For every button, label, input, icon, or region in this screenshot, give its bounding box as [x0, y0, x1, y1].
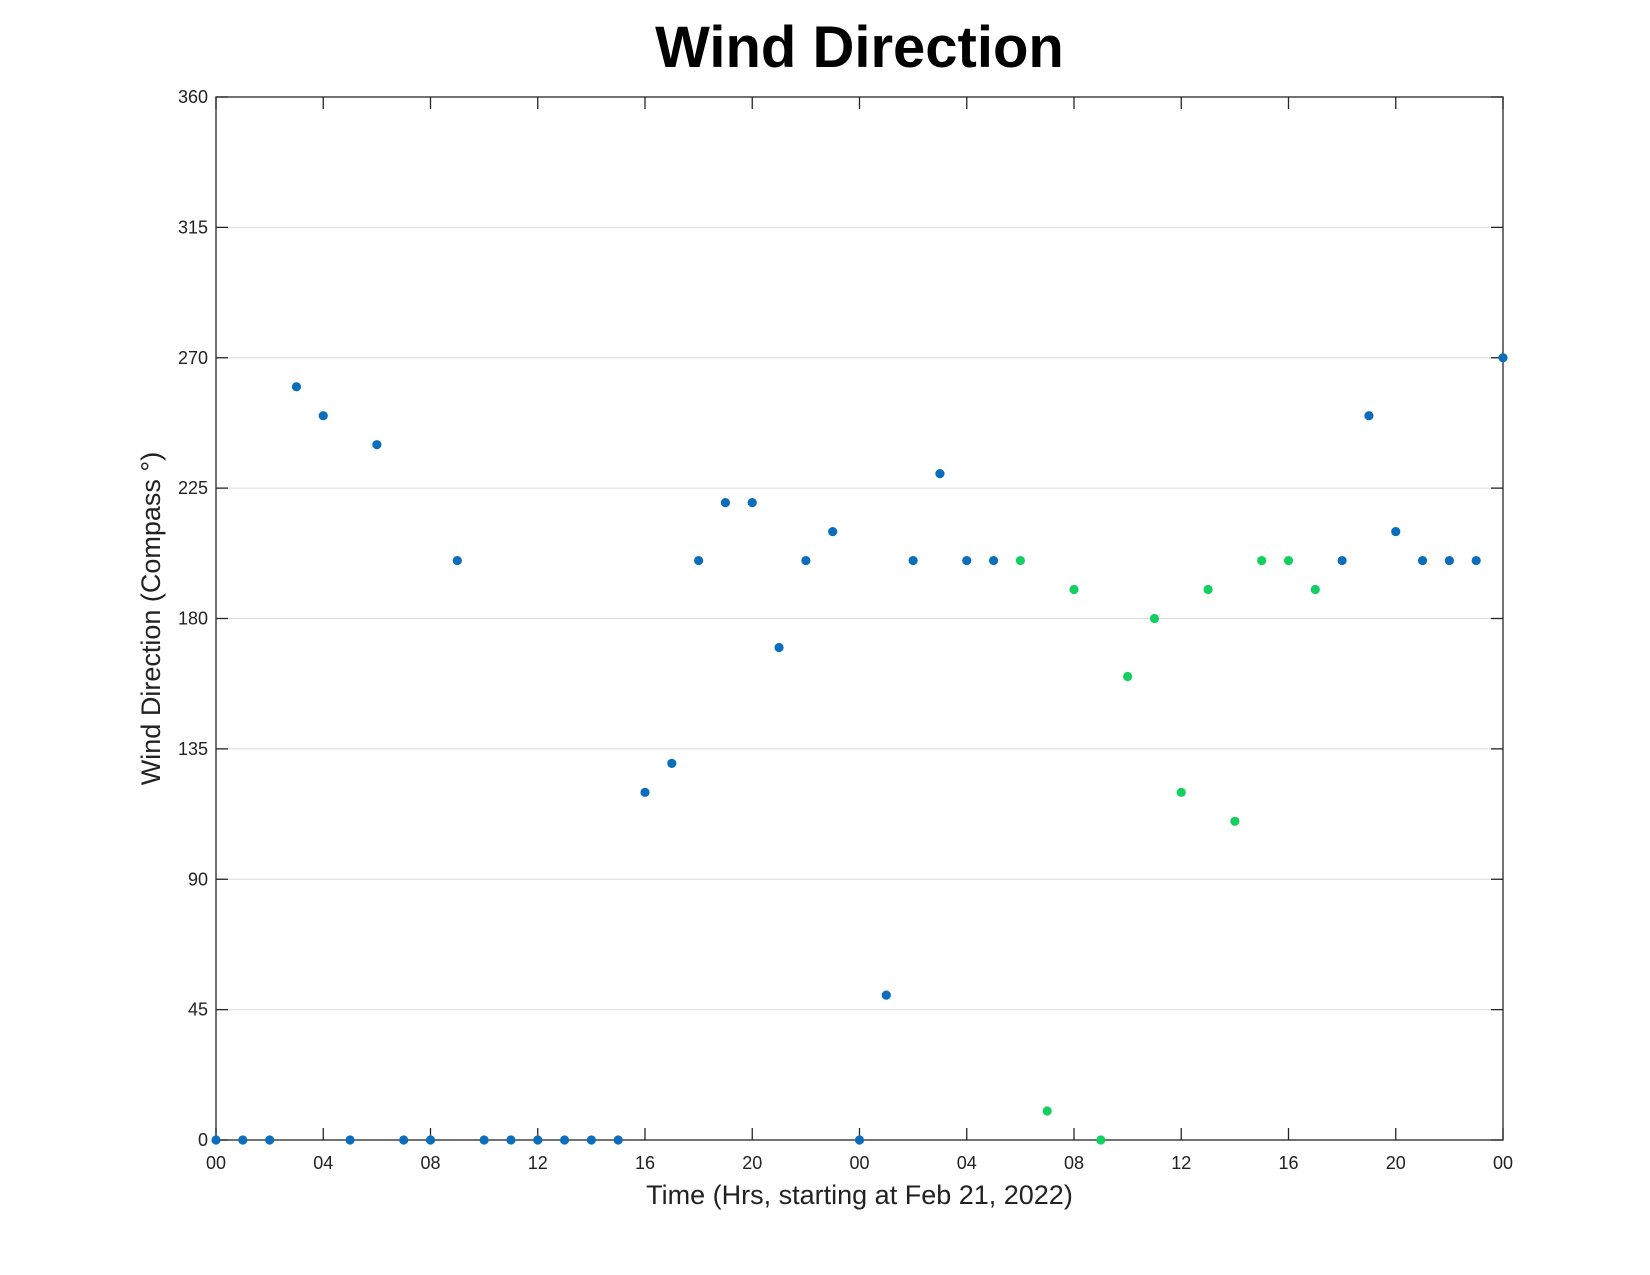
x-tick-label: 12: [1171, 1153, 1191, 1173]
data-point: [720, 498, 731, 508]
x-axis-title: Time (Hrs, starting at Feb 21, 2022): [646, 1180, 1073, 1210]
y-axis-title: Wind Direction (Compass °): [136, 452, 166, 785]
data-point: [1042, 1106, 1052, 1116]
y-tick-label: 135: [178, 739, 208, 759]
y-tick-label: 270: [178, 348, 208, 368]
data-point: [1337, 555, 1347, 566]
data-point: [1230, 816, 1240, 826]
data-point: [559, 1135, 570, 1145]
data-point: [425, 1135, 436, 1145]
data-point: [908, 555, 918, 566]
data-point: [613, 1135, 623, 1145]
data-point: [1123, 671, 1133, 682]
data-point: [640, 787, 650, 797]
data-point: [506, 1135, 516, 1145]
x-tick-label: 00: [1493, 1153, 1513, 1173]
y-tick-label: 225: [178, 478, 208, 498]
data-point: [774, 642, 784, 653]
data-point: [211, 1135, 221, 1145]
x-tick-label: 12: [528, 1153, 548, 1173]
data-point: [533, 1135, 543, 1145]
chart-title: Wind Direction: [655, 15, 1064, 80]
data-point: [372, 440, 382, 450]
data-point: [1364, 411, 1374, 421]
data-point: [801, 555, 811, 566]
x-tick-label: 00: [849, 1153, 869, 1173]
data-point: [291, 382, 302, 392]
x-tick-label: 20: [742, 1153, 762, 1173]
data-point: [962, 555, 972, 566]
data-point: [1444, 555, 1454, 566]
data-point: [935, 469, 945, 479]
y-tick-label: 0: [198, 1130, 208, 1150]
data-point: [452, 555, 462, 566]
x-tick-label: 08: [1064, 1153, 1084, 1173]
data-point: [881, 990, 891, 1000]
tick-labels: 0 45 90 135 180 225 270 315 360 00 04 08 12 16 20 00 04 0…: [178, 87, 1513, 1173]
data-point: [1498, 353, 1508, 363]
data-point: [828, 526, 838, 537]
data-point: [1176, 787, 1186, 797]
data-point: [1471, 555, 1481, 566]
x-tick-label: 20: [1386, 1153, 1406, 1173]
data-point: [854, 1135, 865, 1145]
data-point: [399, 1135, 409, 1145]
data-point: [667, 758, 677, 768]
data-point: [1069, 584, 1079, 595]
data-point: [1391, 526, 1401, 537]
data-point: [1310, 584, 1320, 595]
x-tick-label: 16: [635, 1153, 655, 1173]
x-tick-label: 00: [206, 1153, 226, 1173]
data-point: [318, 411, 328, 421]
x-tick-label: 04: [313, 1153, 333, 1173]
y-tick-label: 45: [188, 1000, 208, 1020]
y-tick-label: 90: [188, 869, 208, 889]
data-point: [1149, 613, 1160, 624]
data-point: [1283, 555, 1294, 566]
y-tick-label: 180: [178, 609, 208, 629]
data-point: [238, 1135, 248, 1145]
axis-ticks: [215, 96, 1504, 1141]
data-point: [265, 1135, 275, 1145]
data-point: [1203, 584, 1213, 595]
data-points: [211, 353, 1508, 1145]
data-point: [747, 498, 757, 508]
data-point: [345, 1135, 355, 1145]
data-point: [1417, 555, 1428, 566]
y-tick-label: 360: [178, 87, 208, 107]
data-point: [479, 1135, 489, 1145]
x-tick-label: 08: [420, 1153, 440, 1173]
data-point: [1096, 1135, 1106, 1145]
data-point: [988, 555, 999, 566]
data-point: [586, 1135, 596, 1145]
data-point: [1015, 555, 1025, 566]
data-point: [694, 555, 704, 566]
y-tick-label: 315: [178, 217, 208, 237]
data-point: [1257, 555, 1267, 566]
x-tick-label: 04: [957, 1153, 977, 1173]
grid-lines: [216, 226, 1503, 1011]
x-tick-label: 16: [1278, 1153, 1298, 1173]
